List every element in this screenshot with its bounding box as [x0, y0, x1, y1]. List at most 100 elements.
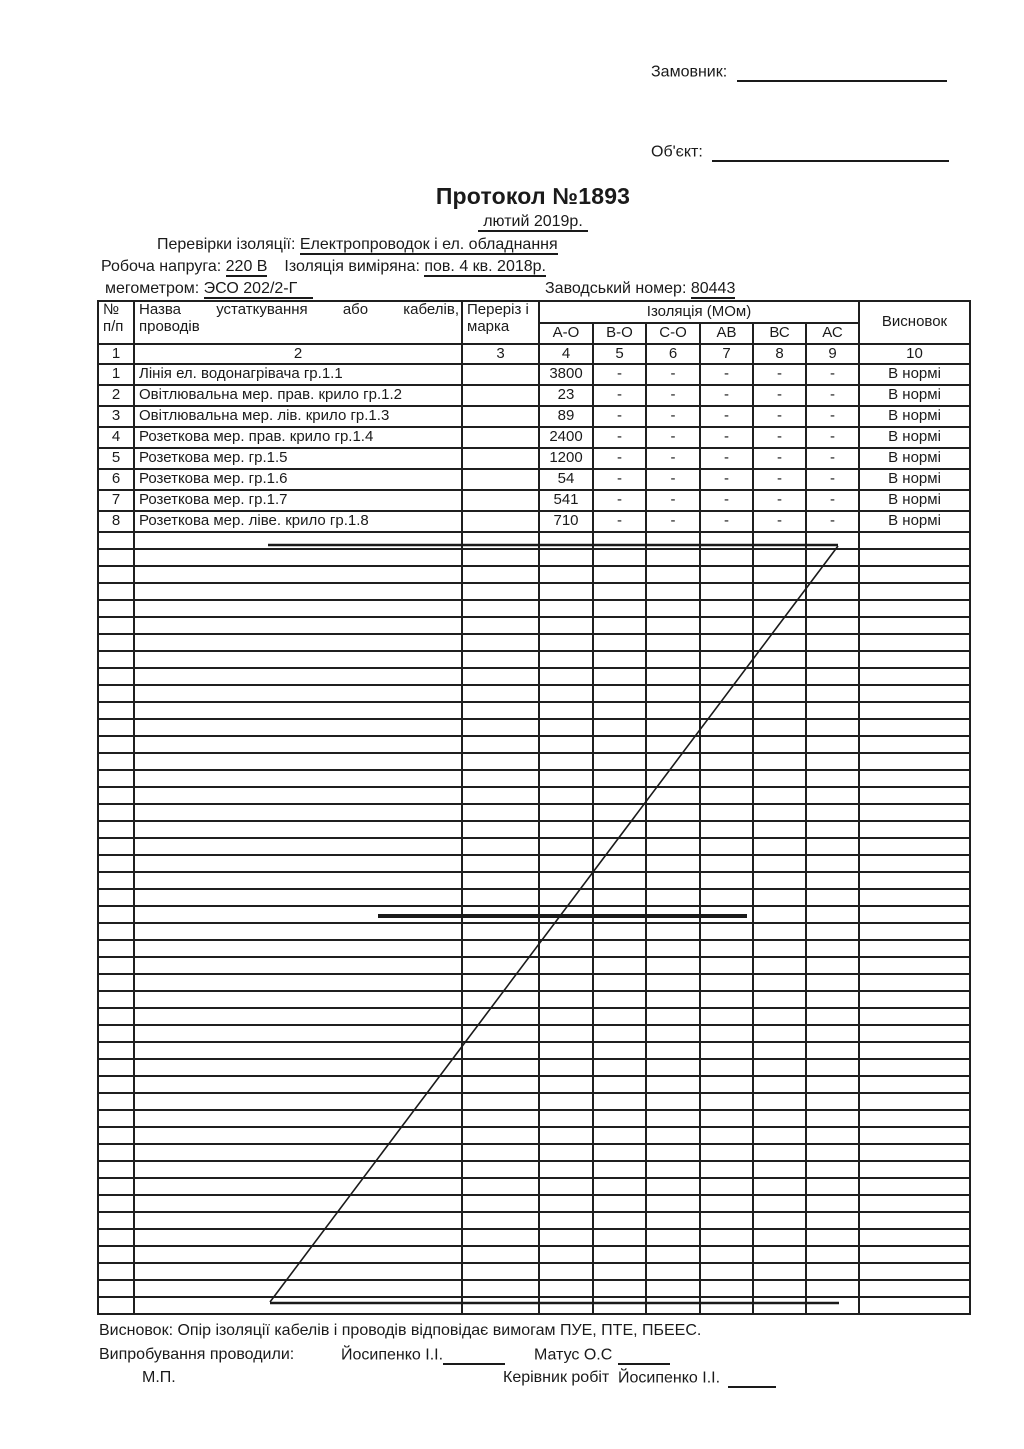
empty-cell	[699, 939, 754, 958]
empty-cell	[592, 565, 647, 584]
empty-cell	[133, 752, 463, 771]
measurement-row: 5 Розеткова мер. гр.1.5 1200- - - - - В нормі	[97, 447, 972, 470]
empty-cell	[592, 599, 647, 618]
empty-cell	[538, 684, 594, 703]
empty-cell	[804, 956, 861, 975]
empty-cell	[133, 718, 463, 737]
empty-cell	[804, 667, 861, 686]
empty-cell	[804, 973, 861, 992]
section-mark-cell	[461, 426, 540, 449]
empty-cell	[97, 1160, 135, 1179]
customer-label: Замовник:	[651, 63, 728, 81]
insulation-ac-cell: -	[804, 468, 861, 491]
empty-cell	[804, 837, 861, 856]
empty-cell	[97, 973, 135, 992]
empty-cell	[97, 1296, 135, 1315]
empty-cell	[592, 1194, 647, 1213]
empty-cell	[538, 565, 594, 584]
empty-cell	[461, 973, 540, 992]
empty-cell	[645, 871, 701, 890]
empty-cell	[461, 871, 540, 890]
empty-cell	[538, 1177, 594, 1196]
measurement-row: 4 Розеткова мер. прав. крило гр.1.4 2400- -…	[97, 426, 972, 449]
empty-cell	[699, 905, 754, 924]
factory-number-label: Заводський номер:	[545, 280, 687, 297]
empty-row	[97, 684, 972, 703]
empty-cell	[645, 939, 701, 958]
empty-cell	[97, 718, 135, 737]
empty-cell	[858, 599, 972, 618]
empty-cell	[858, 973, 972, 992]
insulation-b-o-cell: -	[592, 489, 647, 512]
empty-cell	[461, 1024, 540, 1043]
empty-cell	[752, 650, 807, 669]
empty-cell	[538, 752, 594, 771]
measurement-rows: 1 Лінія ел. водонагрівача гр.1.1 3800- - - - -…	[97, 363, 972, 533]
measured-value: пов. 4 кв. 2018р.	[424, 258, 546, 277]
conclusion-cell: В нормі	[858, 447, 972, 470]
header-c-o-cell: С-О	[645, 322, 701, 345]
empty-cell	[752, 667, 807, 686]
empty-cell	[752, 769, 807, 788]
empty-cell	[752, 1194, 807, 1213]
empty-cell	[752, 633, 807, 652]
empty-cell	[461, 1211, 540, 1230]
empty-cell	[804, 718, 861, 737]
empty-cell	[858, 769, 972, 788]
empty-cell	[858, 752, 972, 771]
empty-cell	[97, 531, 135, 550]
empty-cell	[538, 1262, 594, 1281]
empty-row	[97, 1262, 972, 1281]
insulation-ab-cell: -	[699, 405, 754, 428]
empty-cell	[752, 888, 807, 907]
empty-cell	[461, 1194, 540, 1213]
equipment-name-cell: Розеткова мер. гр.1.5	[133, 447, 463, 470]
empty-cell	[592, 684, 647, 703]
empty-cell	[133, 531, 463, 550]
empty-row	[97, 1024, 972, 1043]
empty-cell	[538, 1092, 594, 1111]
empty-cell	[752, 548, 807, 567]
empty-cell	[752, 1143, 807, 1162]
empty-cell	[97, 701, 135, 720]
empty-cell	[645, 1024, 701, 1043]
empty-cell	[538, 599, 594, 618]
header-section-cell: Переріз і марка	[461, 300, 540, 345]
empty-cell	[592, 1109, 647, 1128]
empty-cell	[645, 565, 701, 584]
empty-cell	[538, 531, 594, 550]
empty-cell	[645, 582, 701, 601]
col-number: 10	[858, 343, 972, 365]
empty-cell	[538, 633, 594, 652]
empty-cell	[461, 786, 540, 805]
empty-row	[97, 565, 972, 584]
empty-cell	[461, 905, 540, 924]
empty-cell	[461, 1262, 540, 1281]
empty-cell	[97, 1177, 135, 1196]
object-label: Об'єкт:	[651, 143, 703, 161]
empty-cell	[804, 531, 861, 550]
insulation-bc-cell: -	[752, 363, 807, 386]
empty-cell	[133, 1177, 463, 1196]
empty-cell	[97, 1262, 135, 1281]
empty-cell	[699, 922, 754, 941]
empty-cell	[645, 1245, 701, 1264]
empty-cell	[804, 922, 861, 941]
stamp-label: М.П.	[142, 1369, 176, 1386]
stamp-line: М.П. Керівник робіт Йосипенко І.І.	[0, 1369, 1024, 1389]
insulation-bc-cell: -	[752, 426, 807, 449]
empty-cell	[592, 871, 647, 890]
empty-cell	[538, 1279, 594, 1298]
empty-cell	[645, 1194, 701, 1213]
empty-row	[97, 1245, 972, 1264]
row-number-cell: 4	[97, 426, 135, 449]
empty-cell	[645, 735, 701, 754]
col-number: 5	[592, 343, 647, 365]
empty-cell	[858, 1194, 972, 1213]
empty-cell	[592, 990, 647, 1009]
empty-cell	[592, 650, 647, 669]
empty-cell	[538, 956, 594, 975]
insulation-ab-cell: -	[699, 489, 754, 512]
factory-number-value: 80443	[690, 280, 736, 299]
